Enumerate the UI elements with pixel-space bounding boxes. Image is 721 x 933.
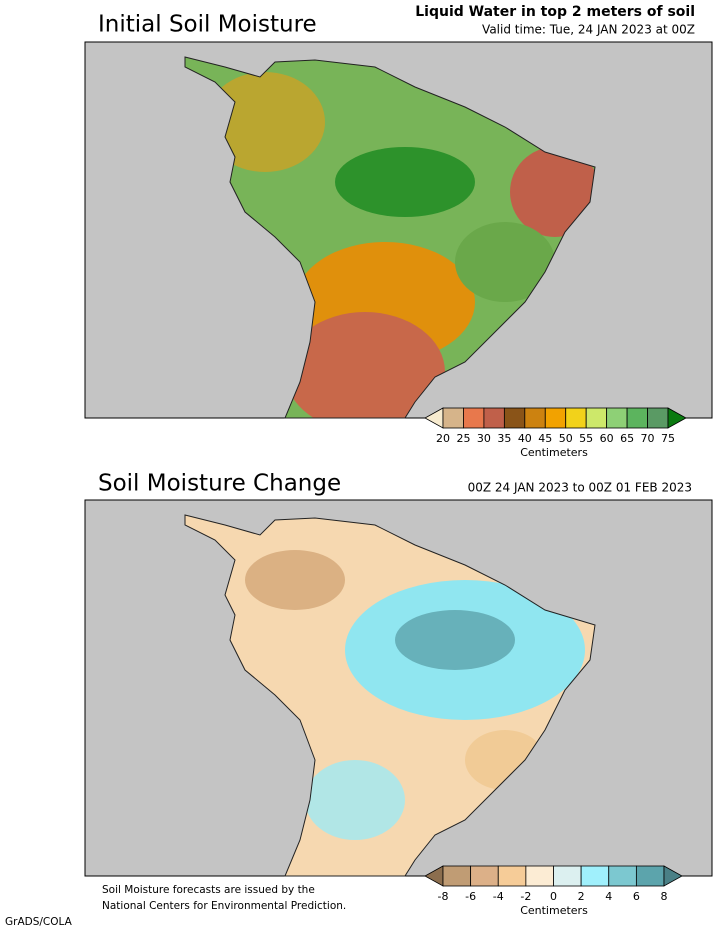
colorbar-label: 70	[641, 432, 655, 445]
colorbar-swatch	[635, 865, 665, 887]
colorbar-unit: Centimeters	[520, 446, 588, 459]
colorbar-swatch	[606, 407, 628, 429]
colorbar-swatch	[647, 407, 669, 429]
colorbar-swatch	[553, 865, 582, 887]
colorbar-swatch	[565, 407, 587, 429]
colorbar-label: 6	[633, 890, 640, 903]
colorbar-label: 75	[661, 432, 675, 445]
map	[84, 499, 713, 877]
colorbar-label: 0	[550, 890, 557, 903]
colorbar-swatch	[503, 407, 526, 429]
colorbar-label: -8	[438, 890, 449, 903]
colorbar-label: 4	[605, 890, 612, 903]
colorbar-label: 25	[456, 432, 470, 445]
moisture-field	[205, 72, 595, 418]
colorbar-swatch	[608, 865, 637, 887]
colorbar-label: 40	[518, 432, 532, 445]
colorbar-label: 45	[538, 432, 552, 445]
colorbar-swatch	[442, 865, 472, 887]
colorbar-label: -2	[520, 890, 531, 903]
colorbar-swatch	[483, 407, 505, 429]
colorbar-swatch	[626, 407, 648, 429]
footnote: Soil Moisture forecasts are issued by th…	[102, 884, 315, 896]
colorbar-swatch	[580, 865, 610, 887]
map	[84, 41, 713, 419]
colorbar-swatch	[497, 865, 527, 887]
colorbar-unit: Centimeters	[520, 904, 588, 917]
colorbar-label: 65	[620, 432, 634, 445]
colorbar-swatch	[470, 865, 499, 887]
colorbar-label: 30	[477, 432, 491, 445]
colorbar-label: 20	[436, 432, 450, 445]
footnote: National Centers for Environmental Predi…	[102, 900, 346, 912]
colorbar-swatch	[585, 407, 608, 429]
colorbar-label: -4	[493, 890, 504, 903]
panel-header: 00Z 24 JAN 2023 to 00Z 01 FEB 2023	[468, 481, 692, 495]
colorbar-label: -6	[465, 890, 476, 903]
colorbar-swatch	[463, 407, 485, 429]
colorbar-swatch	[442, 407, 464, 429]
colorbar-arrow	[667, 407, 687, 429]
credit: GrADS/COLA	[5, 916, 73, 928]
colorbar-swatch	[524, 407, 546, 429]
panel-title: Initial Soil Moisture	[98, 12, 317, 38]
colorbar-swatch	[544, 407, 567, 429]
colorbar-label: 35	[497, 432, 511, 445]
panel-subheader: Valid time: Tue, 24 JAN 2023 at 00Z	[482, 23, 695, 37]
panel-title: Soil Moisture Change	[98, 471, 341, 497]
colorbar-label: 2	[578, 890, 585, 903]
colorbar: -8 -6 -4 -2 0 2 4 6 8	[424, 865, 683, 903]
colorbar: 20 25 30 35 40 45 50 55 60 65 70 75	[424, 407, 687, 445]
colorbar-arrow	[663, 865, 683, 887]
colorbar-label: 8	[661, 890, 668, 903]
colorbar-label: 55	[579, 432, 593, 445]
colorbar-swatch	[525, 865, 554, 887]
change-field	[245, 550, 585, 840]
colorbar-label: 60	[600, 432, 614, 445]
colorbar-label: 50	[559, 432, 573, 445]
panel-header: Liquid Water in top 2 meters of soil	[415, 4, 695, 20]
